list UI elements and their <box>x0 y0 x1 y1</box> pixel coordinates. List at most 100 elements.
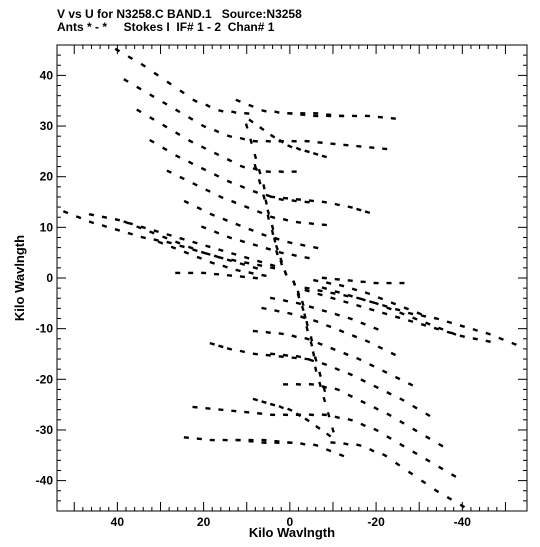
data-point <box>317 292 323 297</box>
data-point <box>446 496 453 501</box>
data-point <box>244 410 250 414</box>
data-point <box>360 378 366 383</box>
data-point <box>304 288 310 293</box>
data-point <box>252 276 258 280</box>
data-point <box>278 197 284 202</box>
data-point <box>325 281 332 285</box>
data-point <box>252 329 258 333</box>
data-point <box>179 236 185 241</box>
data-point <box>321 362 328 367</box>
data-point <box>326 113 332 116</box>
data-point <box>283 383 289 386</box>
data-point <box>313 443 319 447</box>
data-point <box>394 461 401 467</box>
data-point <box>300 243 306 247</box>
axis-ticks <box>57 45 527 511</box>
data-point <box>381 311 388 316</box>
data-point <box>183 199 190 205</box>
data-point <box>166 169 172 174</box>
data-point <box>213 230 220 235</box>
data-point <box>394 315 401 320</box>
data-point <box>265 353 271 357</box>
data-point <box>338 329 345 334</box>
data-point <box>321 276 327 280</box>
data-point <box>369 146 375 150</box>
data-point <box>239 164 246 169</box>
data-point <box>304 286 310 290</box>
data-point <box>309 336 314 342</box>
data-point <box>291 356 297 360</box>
data-point <box>360 280 366 284</box>
data-point <box>407 470 414 476</box>
data-point <box>213 128 220 134</box>
data-point <box>279 260 284 266</box>
data-point <box>498 336 504 341</box>
data-point <box>313 114 319 118</box>
data-point <box>295 146 302 151</box>
data-point <box>235 438 241 442</box>
data-point <box>296 290 301 296</box>
data-point <box>412 316 418 321</box>
data-point <box>287 112 293 115</box>
data-point <box>226 258 233 263</box>
data-point <box>153 71 159 77</box>
data-point <box>153 229 159 234</box>
data-point <box>249 138 253 144</box>
data-point <box>368 363 375 368</box>
data-point <box>407 319 414 323</box>
data-point <box>364 210 371 215</box>
data-point <box>226 347 233 351</box>
data-point <box>295 301 302 306</box>
data-point <box>235 268 241 273</box>
data-point <box>274 110 280 114</box>
data-point <box>136 85 142 91</box>
data-point <box>170 245 177 250</box>
data-point <box>472 327 479 332</box>
data-point <box>162 100 168 106</box>
data-point <box>174 240 181 245</box>
data-point <box>265 193 272 198</box>
data-point <box>303 313 307 319</box>
data-point <box>248 118 254 124</box>
data-point <box>114 228 121 232</box>
data-point <box>287 144 293 149</box>
data-point <box>269 195 276 199</box>
data-point <box>175 271 181 275</box>
data-point <box>183 436 189 439</box>
data-point <box>218 408 224 412</box>
data-point <box>149 230 155 235</box>
data-point <box>304 200 310 204</box>
data-point <box>252 243 259 247</box>
y-tick-label: 40 <box>40 68 54 82</box>
data-point <box>262 184 266 190</box>
data-point <box>300 112 306 115</box>
chart-title: V vs U for N3258.C BAND.1 Source:N3258 <box>57 7 302 21</box>
data-point <box>364 339 371 344</box>
data-point <box>437 326 444 331</box>
data-point <box>278 140 284 143</box>
data-point <box>187 160 194 166</box>
data-point <box>282 353 289 357</box>
x-tick-label: 20 <box>197 515 211 529</box>
data-point <box>187 245 194 250</box>
data-point <box>265 247 272 251</box>
data-point <box>248 227 254 232</box>
data-point <box>269 263 276 268</box>
data-point <box>278 250 284 255</box>
data-point <box>252 189 259 194</box>
data-point <box>308 358 315 363</box>
data-point <box>331 427 335 433</box>
data-point <box>305 320 309 327</box>
data-point <box>231 258 237 263</box>
data-point <box>222 438 228 442</box>
data-point <box>360 422 366 428</box>
data-point <box>403 306 410 311</box>
data-point <box>351 114 358 118</box>
data-point <box>304 417 310 423</box>
data-point <box>231 252 237 256</box>
data-point <box>200 166 207 172</box>
data-point <box>275 244 279 251</box>
data-point <box>235 98 241 103</box>
data-point <box>304 256 310 260</box>
data-point <box>192 248 198 252</box>
